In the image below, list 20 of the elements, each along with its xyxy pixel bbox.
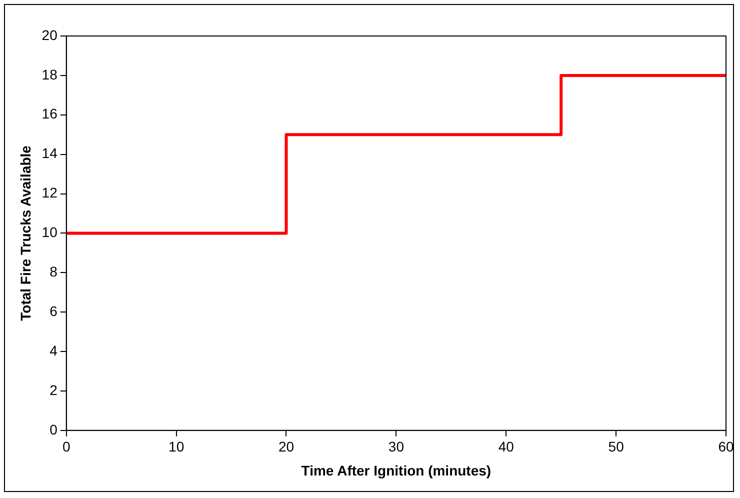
x-tick-label: 0	[62, 438, 70, 455]
y-tick-label: 8	[50, 264, 58, 280]
x-tick-label: 60	[718, 438, 734, 455]
x-tick-label: 20	[278, 438, 294, 455]
x-tick-label: 50	[608, 438, 624, 455]
y-tick-label: 20	[42, 26, 58, 43]
y-axis-title: Total Fire Trucks Available	[17, 145, 34, 321]
x-tick-label: 40	[498, 438, 514, 455]
y-tick-label: 10	[42, 224, 58, 240]
y-tick-label: 6	[50, 302, 58, 319]
x-tick-label: 10	[168, 438, 184, 455]
y-tick-label: 2	[50, 382, 58, 398]
y-tick-label: 0	[50, 421, 58, 438]
x-axis-title: Time After Ignition (minutes)	[301, 462, 492, 478]
y-tick-label: 14	[42, 145, 58, 162]
y-tick-label: 18	[42, 66, 58, 82]
y-tick-label: 16	[42, 106, 58, 122]
y-tick-label: 4	[50, 342, 58, 358]
x-tick-label: 30	[388, 438, 404, 455]
y-tick-label: 12	[42, 184, 58, 201]
